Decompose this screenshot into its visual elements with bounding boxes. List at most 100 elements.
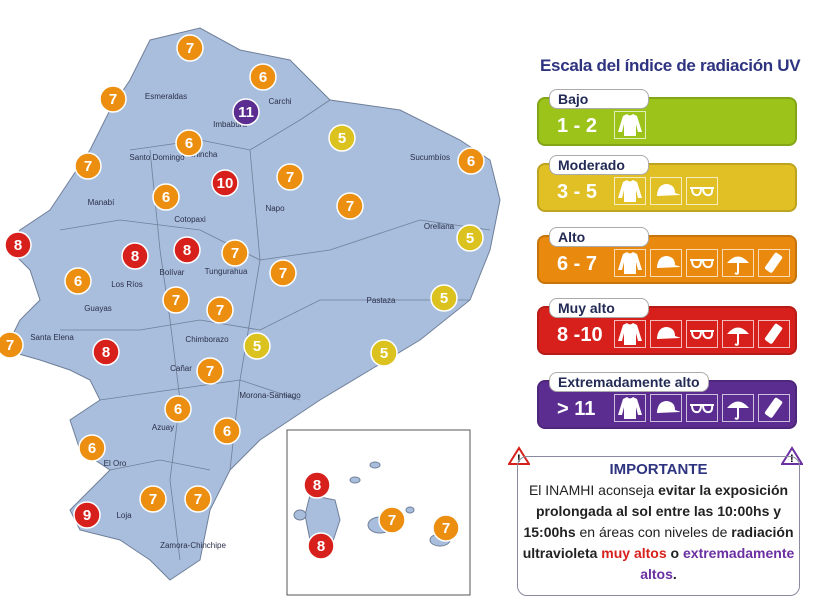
uv-marker: 7 [176, 34, 204, 62]
uv-marker: 7 [206, 296, 234, 324]
uv-level-bajo: Bajo 1 - 2 [537, 89, 797, 146]
shirt-icon [614, 394, 646, 422]
uv-marker-circle [4, 231, 32, 259]
umbrella-icon [722, 249, 754, 277]
shirt-icon [614, 320, 646, 348]
province-label: Morona-Santiago [239, 391, 301, 400]
uv-marker: 8 [4, 231, 32, 259]
uv-marker-value: 6 [185, 135, 193, 152]
notice-bold: radiación ultravioleta [522, 524, 794, 561]
uv-marker-circle [457, 147, 485, 175]
uv-marker-value: 9 [83, 507, 91, 524]
uv-marker-circle [196, 357, 224, 385]
sunglasses-icon [686, 394, 718, 422]
uv-marker-circle [213, 417, 241, 445]
uv-marker-value: 8 [313, 477, 321, 494]
notice-red: muy altos [601, 545, 667, 561]
uv-marker-circle [206, 296, 234, 324]
uv-marker: 7 [276, 163, 304, 191]
uv-marker: 7 [0, 331, 24, 359]
uv-marker: 6 [457, 147, 485, 175]
notice-bold: o [666, 545, 683, 561]
province-label: Sucumbíos [410, 153, 450, 162]
uv-level-extremadamente-alto: Extremadamente alto > 11 [537, 372, 797, 429]
level-name: Moderado [549, 155, 649, 175]
important-notice: IMPORTANTE El INAMHI aconseja evitar la … [517, 456, 800, 596]
uv-marker: 7 [162, 286, 190, 314]
sunscreen-icon [758, 249, 790, 277]
province-label: El Oro [104, 459, 127, 468]
notice-text: El INAMHI aconseja evitar la exposición … [518, 480, 799, 585]
notice-purple: extremadamente altos [640, 545, 795, 582]
uv-marker-value: 7 [346, 198, 354, 215]
province-label: Imbabura [213, 120, 247, 129]
uv-marker-value: 8 [102, 344, 110, 361]
level-range: 6 - 7 [557, 253, 598, 275]
uv-marker-circle [430, 284, 458, 312]
uv-marker-value: 6 [223, 423, 231, 440]
uv-marker-value: 7 [172, 292, 180, 309]
uv-marker-circle [162, 286, 190, 314]
uv-marker: 5 [370, 339, 398, 367]
uv-marker-circle [307, 532, 335, 560]
cap-icon [650, 320, 682, 348]
uv-marker-circle [173, 236, 201, 264]
level-name: Alto [549, 227, 649, 247]
uv-marker: 6 [64, 267, 92, 295]
notice-title: IMPORTANTE [609, 461, 708, 478]
province-borders [59, 99, 491, 561]
uv-marker-value: 6 [259, 69, 267, 86]
uv-marker-value: 6 [162, 189, 170, 206]
sunscreen-icon [758, 394, 790, 422]
uv-marker-value: 7 [6, 337, 14, 354]
uv-marker-circle [269, 259, 297, 287]
uv-marker-circle [276, 163, 304, 191]
uv-marker-circle [99, 85, 127, 113]
province-label: Bolívar [160, 268, 185, 277]
province-label: Tungurahua [205, 267, 248, 276]
uv-marker-circle [232, 98, 260, 126]
uv-marker-circle [121, 242, 149, 270]
uv-marker: 8 [173, 236, 201, 264]
uv-marker: 5 [456, 224, 484, 252]
uv-marker-value: 7 [442, 520, 450, 537]
shirt-icon [614, 249, 646, 277]
uv-level-muy-alto: Muy alto 8 -10 [537, 298, 797, 355]
uv-marker: 6 [78, 434, 106, 462]
uv-marker: 8 [92, 338, 120, 366]
uv-marker: 7 [99, 85, 127, 113]
province-label: Orellana [424, 222, 455, 231]
uv-marker-value: 6 [174, 401, 182, 418]
uv-marker-circle [175, 129, 203, 157]
umbrella-icon [722, 320, 754, 348]
shirt-icon [614, 111, 646, 139]
uv-marker-circle [221, 239, 249, 267]
uv-marker-circle [370, 339, 398, 367]
uv-marker-circle [139, 485, 167, 513]
sunglasses-icon [686, 320, 718, 348]
shirt-icon [614, 177, 646, 205]
province-label: Santo Domingo [129, 153, 185, 162]
province-label: Carchi [268, 97, 291, 106]
sunglasses-icon [686, 177, 718, 205]
notice-bold: . [672, 566, 677, 582]
uv-marker-circle [74, 152, 102, 180]
uv-marker: 7 [139, 485, 167, 513]
level-range: 1 - 2 [557, 115, 598, 137]
uv-marker-circle [378, 506, 406, 534]
uv-marker-value: 5 [380, 345, 388, 362]
uv-marker-circle [78, 434, 106, 462]
province-label: Guayas [84, 304, 112, 313]
province-label: Manabí [88, 198, 115, 207]
province-label: Cañar [170, 364, 192, 373]
uv-marker-circle [164, 395, 192, 423]
uv-marker-value: 7 [109, 91, 117, 108]
uv-marker-circle [303, 471, 331, 499]
uv-marker-value: 5 [338, 130, 346, 147]
umbrella-icon [722, 394, 754, 422]
uv-marker-value: 5 [440, 290, 448, 307]
uv-marker-value: 7 [186, 40, 194, 57]
uv-marker-circle [243, 332, 271, 360]
notice-bold: evitar la exposición prolongada al sol e… [523, 482, 789, 540]
uv-marker: 6 [249, 63, 277, 91]
